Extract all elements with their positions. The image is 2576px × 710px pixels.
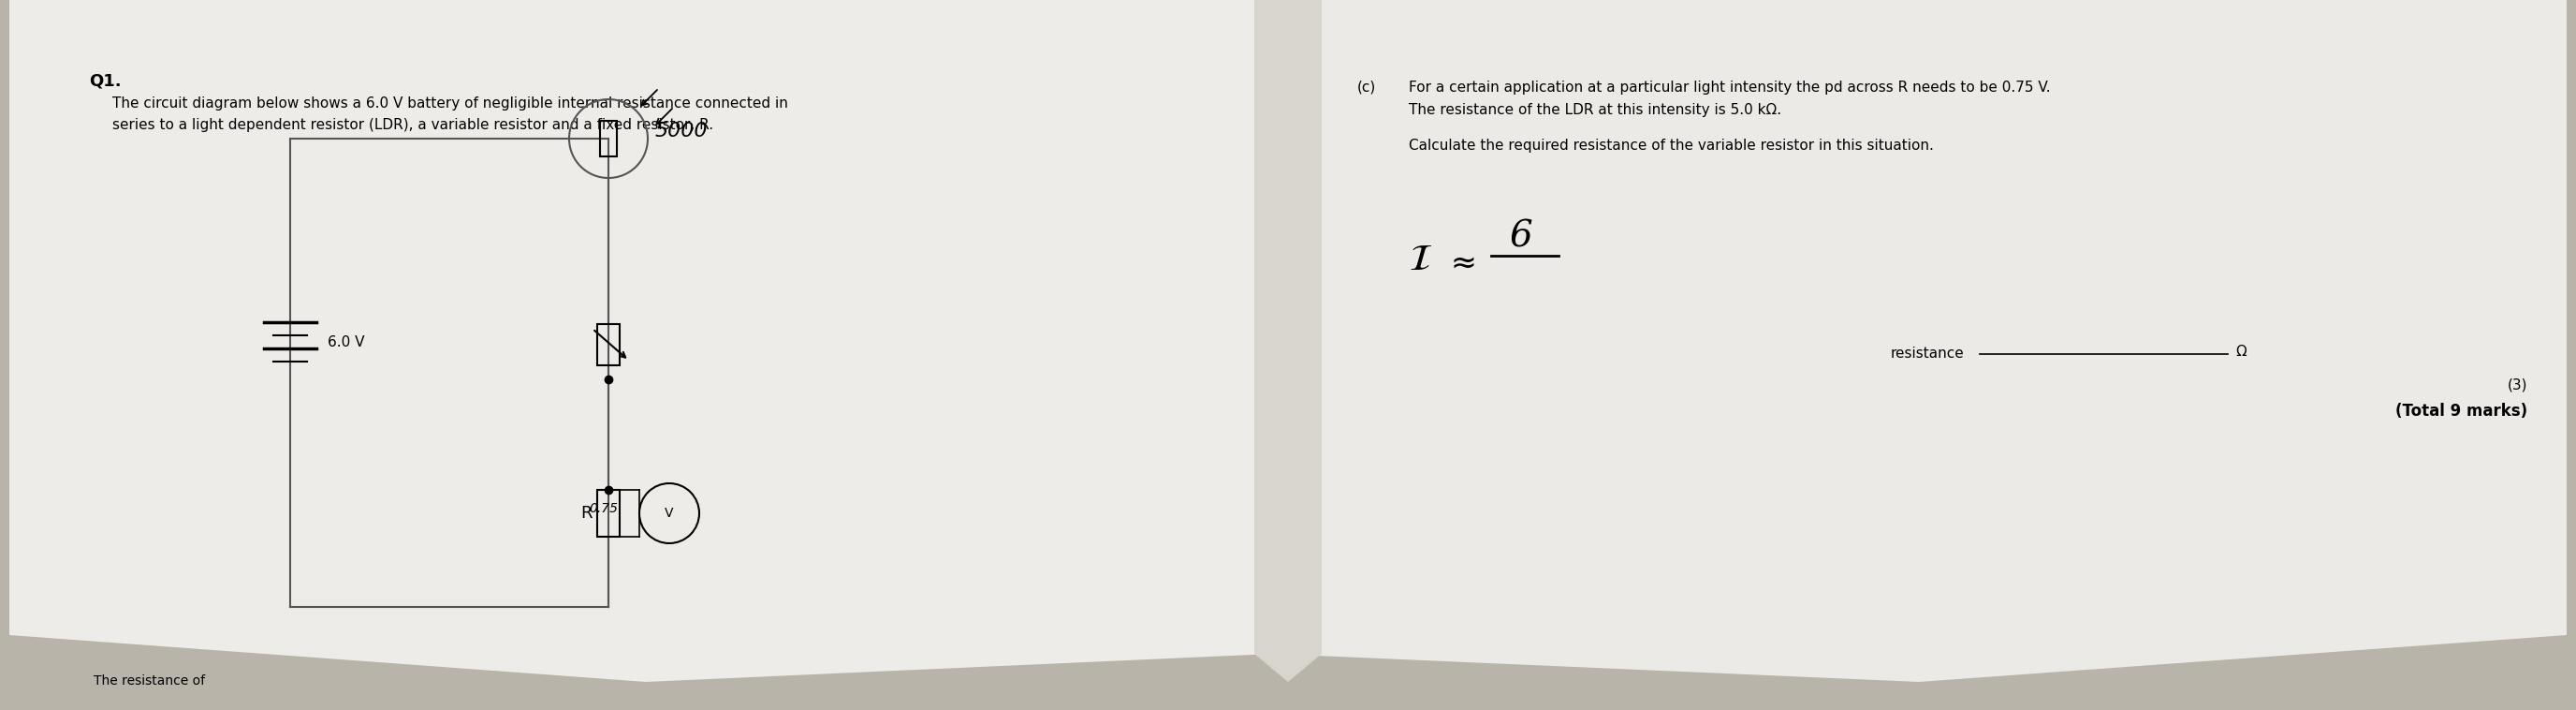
- Text: 6.0 V: 6.0 V: [327, 335, 366, 349]
- Text: 0.75: 0.75: [590, 502, 618, 515]
- Text: The resistance of: The resistance of: [93, 674, 206, 687]
- Polygon shape: [1273, 0, 2566, 682]
- Polygon shape: [1255, 0, 1321, 682]
- Text: $\approx$: $\approx$: [1445, 247, 1476, 278]
- Text: 6: 6: [1510, 219, 1533, 254]
- Polygon shape: [10, 0, 1273, 682]
- Text: (Total 9 marks): (Total 9 marks): [2396, 403, 2527, 420]
- Text: Ω: Ω: [2236, 345, 2246, 359]
- Text: The circuit diagram below shows a 6.0 V battery of negligible internal resistanc: The circuit diagram below shows a 6.0 V …: [113, 97, 788, 111]
- Text: 5000: 5000: [654, 122, 708, 141]
- Text: resistance: resistance: [1891, 347, 1965, 361]
- Text: (c): (c): [1358, 80, 1376, 94]
- Text: For a certain application at a particular light intensity the pd across R needs : For a certain application at a particula…: [1409, 80, 2050, 94]
- Text: R: R: [580, 505, 592, 522]
- Bar: [600, 121, 616, 156]
- Text: (3): (3): [2506, 378, 2527, 391]
- Text: series to a light dependent resistor (LDR), a variable resistor and a fixed resi: series to a light dependent resistor (LD…: [113, 118, 714, 132]
- Bar: [598, 490, 621, 537]
- Text: Q1.: Q1.: [90, 73, 121, 90]
- Bar: [598, 324, 621, 366]
- Text: Calculate the required resistance of the variable resistor in this situation.: Calculate the required resistance of the…: [1409, 138, 1935, 153]
- Text: The resistance of the LDR at this intensity is 5.0 kΩ.: The resistance of the LDR at this intens…: [1409, 103, 1783, 117]
- Text: $\mathcal{I}$: $\mathcal{I}$: [1409, 243, 1432, 278]
- Text: V: V: [665, 507, 675, 520]
